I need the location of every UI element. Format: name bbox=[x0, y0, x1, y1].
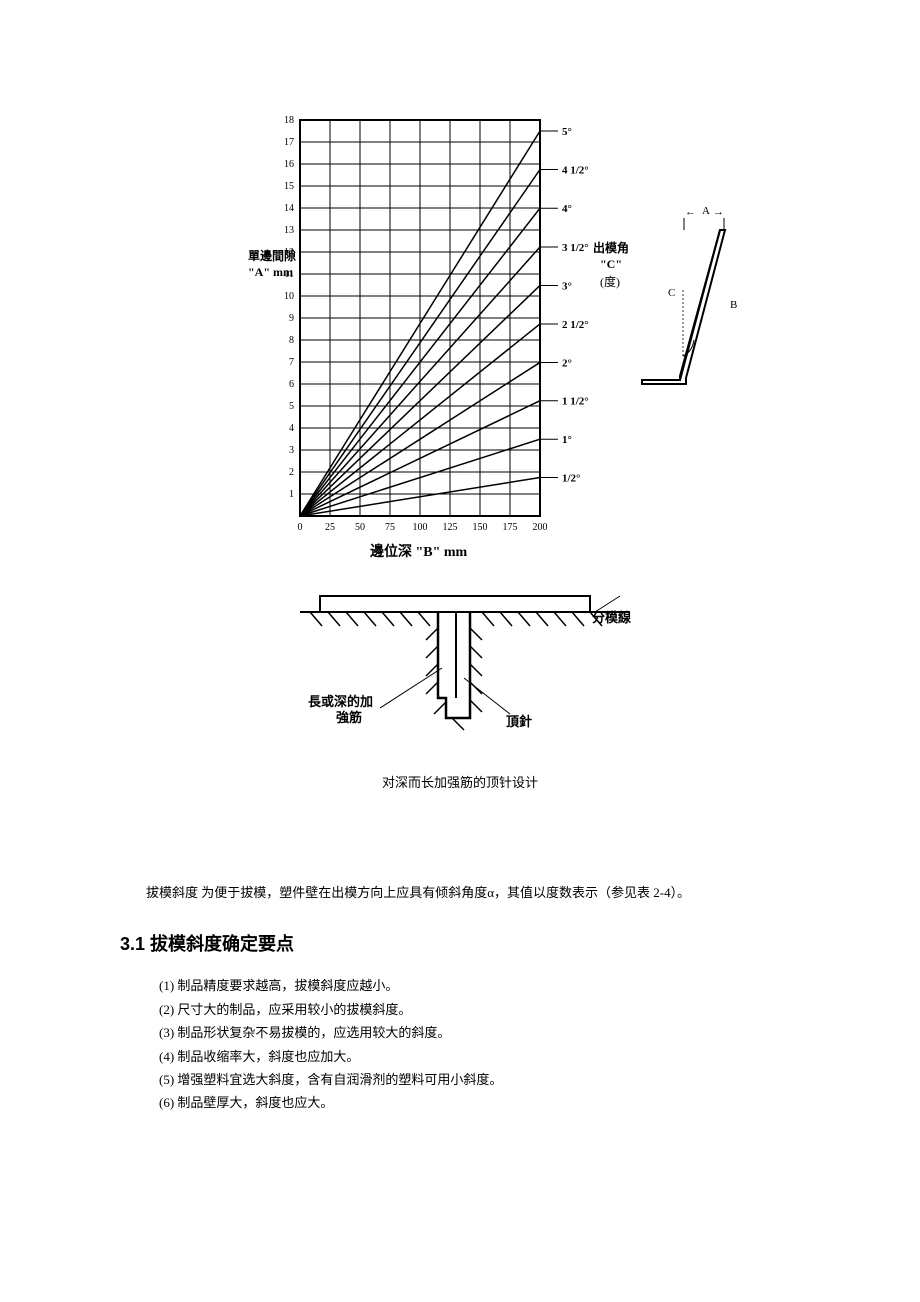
svg-text:7: 7 bbox=[289, 357, 294, 368]
svg-text:10: 10 bbox=[284, 291, 294, 302]
side-label-a-arrow: ← bbox=[685, 206, 696, 218]
section-diagram-caption: 对深而长加强筋的顶针设计 bbox=[120, 772, 800, 791]
side-label-b: B bbox=[730, 299, 737, 311]
x-axis-label: 邊位深 "B" mm bbox=[370, 543, 468, 560]
list-item: (3) 制品形状复杂不易拔模的，应选用较大的斜度。 bbox=[159, 1021, 800, 1044]
svg-text:9: 9 bbox=[289, 313, 294, 324]
svg-text:5: 5 bbox=[289, 401, 294, 412]
side-diagram: ← A → C B bbox=[642, 205, 737, 384]
svg-text:3: 3 bbox=[289, 445, 294, 456]
svg-text:25: 25 bbox=[325, 522, 335, 533]
label-parting: 分模線 bbox=[592, 610, 632, 625]
section-heading: 3.1 拔模斜度确定要点 bbox=[120, 930, 800, 956]
y-axis-label-2: "A" mm bbox=[248, 265, 293, 279]
svg-text:1: 1 bbox=[289, 489, 294, 500]
list-item: (5) 增强塑料宜选大斜度，含有自润滑剂的塑料可用小斜度。 bbox=[159, 1068, 800, 1091]
svg-text:14: 14 bbox=[284, 203, 294, 214]
svg-text:16: 16 bbox=[284, 159, 294, 170]
svg-text:125: 125 bbox=[443, 522, 458, 533]
svg-text:1 1/2°: 1 1/2° bbox=[562, 396, 589, 408]
list-item: (6) 制品壁厚大，斜度也应大。 bbox=[159, 1091, 800, 1114]
svg-text:50: 50 bbox=[355, 522, 365, 533]
svg-text:1°: 1° bbox=[562, 434, 572, 446]
hatch-rib bbox=[426, 628, 482, 730]
list-item: (4) 制品收缩率大，斜度也应加大。 bbox=[159, 1045, 800, 1068]
label-rib-1: 長或深的加 bbox=[308, 694, 373, 709]
svg-text:175: 175 bbox=[503, 522, 518, 533]
svg-text:150: 150 bbox=[473, 522, 488, 533]
svg-text:13: 13 bbox=[284, 225, 294, 236]
intro-paragraph: 拔模斜度 为便于拔模，塑件壁在出模方向上应具有倾斜角度α，其值以度数表示（参见表… bbox=[120, 881, 800, 904]
svg-text:8: 8 bbox=[289, 335, 294, 346]
right-label-2: "C" bbox=[600, 257, 622, 271]
side-label-a: A bbox=[702, 205, 710, 217]
label-rib-2: 強筋 bbox=[336, 710, 362, 725]
document-page: 123456789101112131415161718 025507510012… bbox=[0, 0, 920, 1302]
svg-text:2: 2 bbox=[289, 467, 294, 478]
svg-text:2°: 2° bbox=[562, 357, 572, 369]
keypoint-list: (1) 制品精度要求越高，拔模斜度应越小。 (2) 尺寸大的制品，应采用较小的拔… bbox=[120, 974, 800, 1114]
svg-text:17: 17 bbox=[284, 137, 294, 148]
svg-text:2 1/2°: 2 1/2° bbox=[562, 319, 589, 331]
svg-text:15: 15 bbox=[284, 181, 294, 192]
svg-text:0: 0 bbox=[298, 522, 303, 533]
draft-angle-chart: 123456789101112131415161718 025507510012… bbox=[180, 100, 740, 560]
side-label-c: C bbox=[668, 287, 675, 299]
svg-text:4: 4 bbox=[289, 423, 294, 434]
label-pin: 頂針 bbox=[506, 714, 532, 729]
side-label-a-arrow2: → bbox=[713, 206, 724, 218]
svg-text:200: 200 bbox=[533, 522, 548, 533]
svg-text:4°: 4° bbox=[562, 203, 572, 215]
list-item: (1) 制品精度要求越高，拔模斜度应越小。 bbox=[159, 974, 800, 997]
chart-svg: 123456789101112131415161718 025507510012… bbox=[180, 100, 740, 560]
svg-text:75: 75 bbox=[385, 522, 395, 533]
right-label-1: 出模角 bbox=[593, 240, 629, 255]
svg-text:6: 6 bbox=[289, 379, 294, 390]
svg-text:1/2°: 1/2° bbox=[562, 473, 580, 485]
svg-text:5°: 5° bbox=[562, 126, 572, 138]
svg-text:100: 100 bbox=[413, 522, 428, 533]
svg-text:4 1/2°: 4 1/2° bbox=[562, 165, 589, 177]
y-axis-label-1: 單邊間隙 bbox=[248, 248, 296, 263]
right-label-3: (度) bbox=[600, 274, 620, 289]
svg-text:18: 18 bbox=[284, 115, 294, 126]
list-item: (2) 尺寸大的制品，应采用较小的拔模斜度。 bbox=[159, 998, 800, 1021]
svg-text:3°: 3° bbox=[562, 280, 572, 292]
svg-text:3 1/2°: 3 1/2° bbox=[562, 242, 589, 254]
rib-section-diagram: 分模線 長或深的加 強筋 頂針 bbox=[250, 578, 670, 768]
